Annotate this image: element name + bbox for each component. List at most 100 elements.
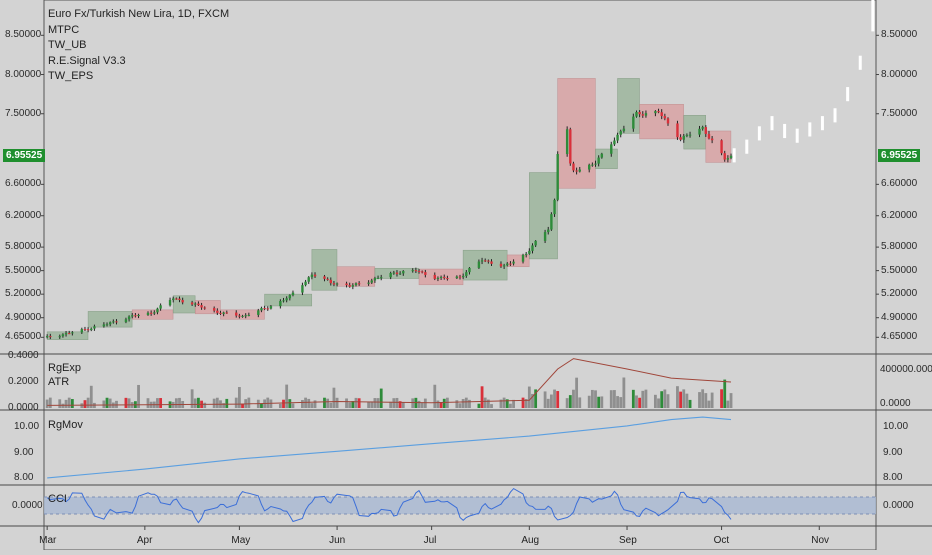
price-label-left: 6.20000 [5,209,42,221]
month-label-jun: Jun [329,535,346,546]
volume-bar [174,398,178,408]
candle-body [392,272,396,274]
candle-body [197,303,200,306]
volume-bar [483,397,487,408]
candle-body [71,332,74,334]
candle-body [357,283,361,285]
candle-body [61,334,65,337]
volume-bar [534,389,538,408]
volume-bar [234,397,238,408]
volume-bar [345,398,348,408]
candle-body [632,116,635,129]
signal-box [617,78,640,134]
candle-body [465,272,468,276]
volume-bar [115,400,118,408]
cci-axis-label: 0.0000 [12,499,43,511]
volume-bar [420,402,424,408]
volume-bar [609,390,613,408]
candle-body [219,312,222,314]
projection-bar [770,116,774,131]
candle-body [310,274,314,278]
candle-body [550,214,553,230]
rgmov-axis-label: 9.00 [14,446,34,458]
volume-bar [499,399,503,408]
candle-body [304,281,307,286]
atr-axis-label: 0.0000 [880,398,911,409]
volume-bar [351,401,355,408]
cci-label: CCI [48,493,67,505]
candle-body [257,310,260,315]
candle-body [619,131,622,135]
candle-body [436,277,440,279]
candle-body [458,276,462,278]
indicator-re-signal[interactable]: R.E.Signal V3.3 [48,54,126,67]
candle-body [288,295,292,299]
candle-body [547,229,550,233]
candle-body [102,324,106,327]
price-label-right: 5.20000 [881,288,918,300]
month-label-mar: Mar [39,535,57,546]
volume-bar [704,393,708,408]
volume-bar [313,400,317,408]
volume-bar [590,389,594,408]
candle-body [509,263,512,265]
candle-body [455,276,459,279]
candle-body [726,158,730,160]
candle-body [345,283,348,286]
volume-bar [108,398,112,408]
candle-body [698,128,701,135]
price-label-left: 5.20000 [5,288,42,300]
candle-body [575,170,578,172]
candle-body [86,329,90,331]
candle-body [238,315,241,317]
indicator-tw-ub[interactable]: TW_UB [48,39,87,51]
volume-bar [411,398,415,408]
volume-bar [594,390,597,408]
candle-body [269,306,273,309]
volume-bar [597,396,601,408]
candle-body [610,144,613,154]
volume-bar [568,395,572,408]
candle-body [49,336,52,338]
volume-bar [260,403,263,408]
atr-label: ATR [48,376,70,388]
candle-body [149,312,153,314]
price-label-right: 4.65000 [881,331,918,343]
volume-bar [464,397,468,408]
candle-body [638,112,641,115]
candle-body [720,140,723,154]
candle-body [153,312,156,314]
candle-body [487,260,490,262]
price-label-left: 4.65000 [5,331,42,343]
candle-body [285,298,288,301]
candle-body [115,321,118,323]
candle-body [701,127,704,129]
volume-bar [348,402,352,408]
volume-bar [572,389,575,408]
volume-bar [222,403,226,408]
candle-body [707,133,711,139]
rgexp-axis-label: 0.2000 [8,376,39,387]
candle-body [597,157,600,164]
cci-axis-label: 0.0000 [883,499,914,511]
indicator-tw-eps[interactable]: TW_EPS [48,70,94,82]
rgmov-axis-label: 9.00 [883,446,903,458]
atr-axis-label: 400000.0000 [880,364,932,375]
candle-body [159,305,162,309]
candle-body [398,273,402,275]
volume-bar [578,397,582,408]
volume-bar [442,398,446,408]
indicator-mtpc[interactable]: MTPC [48,23,80,36]
volume-bar [644,389,648,408]
candle-body [389,273,392,278]
volume-bar [288,399,292,408]
candle-body [203,307,206,309]
month-label-aug: Aug [521,535,540,546]
volume-bar [543,391,547,408]
candle-body [521,254,525,262]
volume-bar [660,391,664,408]
volume-bar [389,401,393,408]
projection-bar [858,55,862,70]
volume-bar [307,398,311,408]
volume-bar [83,400,87,408]
